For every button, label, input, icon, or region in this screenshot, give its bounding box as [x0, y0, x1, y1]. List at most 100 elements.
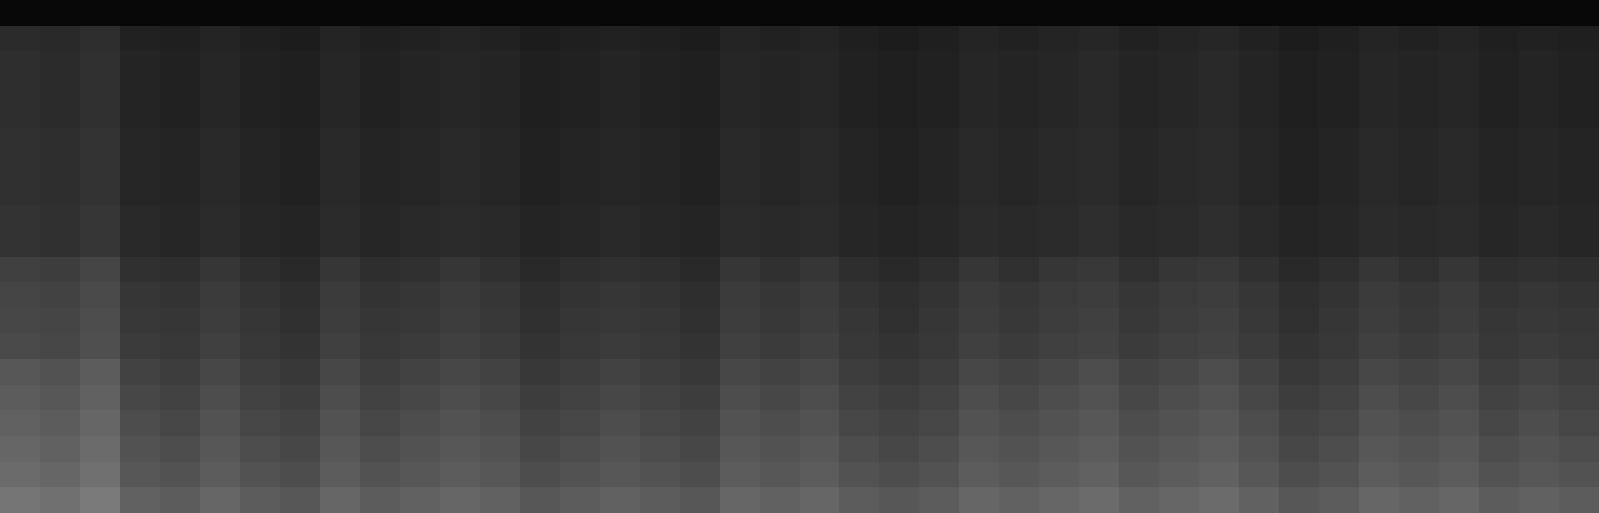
heatmap-cell: [879, 0, 919, 26]
heatmap-cell: [640, 333, 680, 359]
heatmap-cell: [1159, 410, 1199, 436]
heatmap-cell: [800, 333, 840, 359]
heatmap-cell: [80, 282, 120, 308]
heatmap-cell: [760, 103, 800, 129]
heatmap-cell: [400, 128, 440, 154]
heatmap-cell: [999, 26, 1039, 52]
heatmap-cell: [480, 26, 520, 52]
heatmap-cell: [1479, 308, 1519, 334]
heatmap-cell: [919, 257, 959, 283]
heatmap-cell: [400, 257, 440, 283]
heatmap-cell: [1439, 333, 1479, 359]
heatmap-cell: [1199, 487, 1239, 513]
heatmap-cell: [280, 436, 320, 462]
heatmap-cell: [1279, 77, 1319, 103]
heatmap-cell: [1039, 180, 1079, 206]
heatmap-cell: [440, 308, 480, 334]
heatmap-cell: [160, 128, 200, 154]
heatmap-cell: [1359, 282, 1399, 308]
heatmap-cell: [1239, 462, 1279, 488]
heatmap-cell: [680, 103, 720, 129]
heatmap-cell: [879, 308, 919, 334]
heatmap-cell: [280, 333, 320, 359]
heatmap-cell: [360, 51, 400, 77]
heatmap-cell: [480, 154, 520, 180]
heatmap-cell: [1519, 0, 1559, 26]
heatmap-cell: [640, 487, 680, 513]
heatmap-cell: [400, 308, 440, 334]
heatmap-cell: [680, 77, 720, 103]
heatmap-cell: [999, 257, 1039, 283]
heatmap-cell: [0, 205, 40, 231]
heatmap-cell: [760, 359, 800, 385]
heatmap-cell: [1119, 282, 1159, 308]
heatmap-cell: [640, 359, 680, 385]
heatmap-cell: [879, 333, 919, 359]
heatmap-cell: [879, 180, 919, 206]
heatmap-cell: [40, 333, 80, 359]
heatmap-cell: [40, 410, 80, 436]
heatmap-cell: [160, 359, 200, 385]
heatmap-cell: [999, 308, 1039, 334]
heatmap-cell: [160, 436, 200, 462]
heatmap-cell: [919, 0, 959, 26]
heatmap-cell: [1239, 180, 1279, 206]
heatmap-cell: [680, 0, 720, 26]
heatmap-cell: [0, 333, 40, 359]
heatmap-cell: [320, 0, 360, 26]
heatmap-cell: [1159, 205, 1199, 231]
heatmap-cell: [1119, 231, 1159, 257]
heatmap-cell: [1399, 51, 1439, 77]
heatmap-cell: [1319, 154, 1359, 180]
heatmap-cell: [919, 103, 959, 129]
heatmap-cell: [480, 487, 520, 513]
heatmap-cell: [1479, 180, 1519, 206]
heatmap-cell: [1479, 385, 1519, 411]
heatmap-cell: [959, 77, 999, 103]
heatmap-cell: [520, 410, 560, 436]
heatmap-cell: [800, 410, 840, 436]
heatmap-cell: [160, 180, 200, 206]
heatmap-cell: [600, 26, 640, 52]
heatmap-cell: [1359, 410, 1399, 436]
heatmap-cell: [160, 282, 200, 308]
heatmap-cell: [1319, 487, 1359, 513]
heatmap-cell: [80, 333, 120, 359]
heatmap-cell: [280, 231, 320, 257]
heatmap-cell: [879, 257, 919, 283]
heatmap-cell: [720, 0, 760, 26]
heatmap-cell: [120, 257, 160, 283]
heatmap-cell: [1199, 0, 1239, 26]
heatmap-cell: [1159, 26, 1199, 52]
heatmap-cell: [40, 26, 80, 52]
heatmap-cell: [1079, 333, 1119, 359]
heatmap-cell: [280, 308, 320, 334]
heatmap-cell: [1439, 462, 1479, 488]
heatmap-cell: [999, 0, 1039, 26]
heatmap-cell: [40, 257, 80, 283]
heatmap-cell: [1199, 333, 1239, 359]
heatmap-cell: [320, 128, 360, 154]
heatmap-cell: [0, 359, 40, 385]
heatmap-cell: [999, 103, 1039, 129]
heatmap-cell: [1399, 77, 1439, 103]
heatmap-cell: [800, 487, 840, 513]
heatmap-cell: [1279, 462, 1319, 488]
heatmap-cell: [1319, 205, 1359, 231]
heatmap-cell: [1079, 462, 1119, 488]
heatmap-cell: [1439, 26, 1479, 52]
heatmap-cell: [1039, 487, 1079, 513]
heatmap-cell: [1119, 257, 1159, 283]
heatmap-cell: [1239, 257, 1279, 283]
heatmap-cell: [1119, 180, 1159, 206]
heatmap-cell: [200, 51, 240, 77]
heatmap-cell: [120, 410, 160, 436]
heatmap-cell: [839, 103, 879, 129]
heatmap-cell: [400, 0, 440, 26]
heatmap-cell: [400, 51, 440, 77]
heatmap-cell: [1559, 308, 1599, 334]
heatmap-cell: [760, 385, 800, 411]
heatmap-cell: [720, 385, 760, 411]
heatmap-cell: [839, 385, 879, 411]
heatmap-cell: [1439, 103, 1479, 129]
